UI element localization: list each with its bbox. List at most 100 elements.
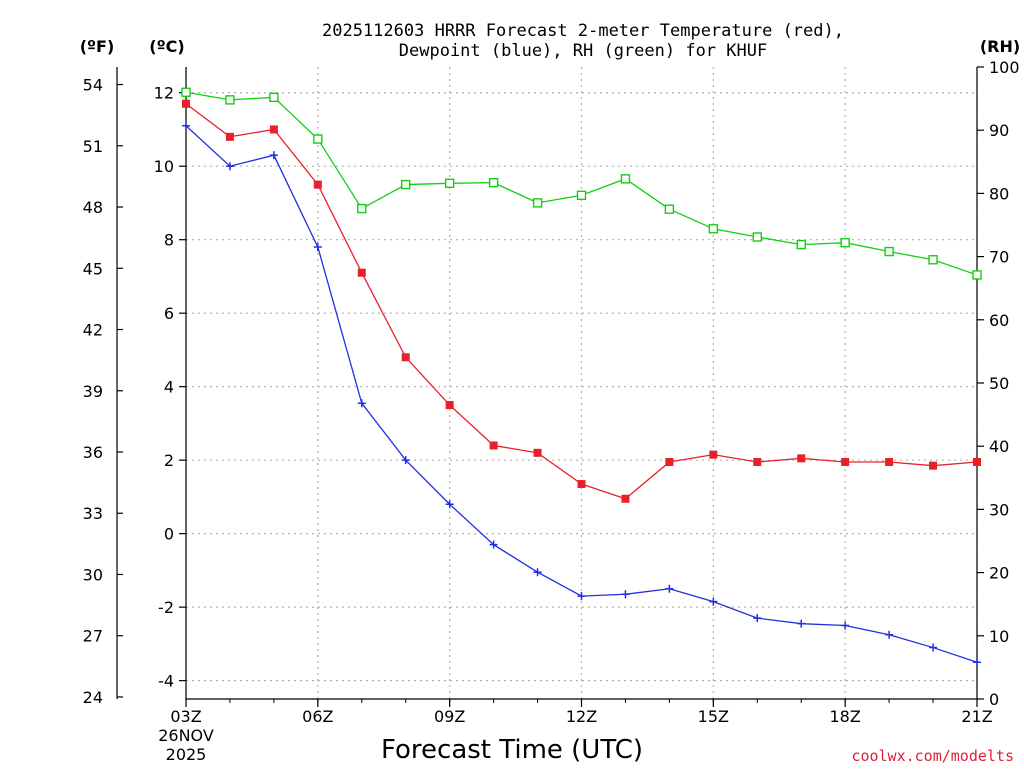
fahrenheit-tick-label: 54: [83, 76, 103, 95]
celsius-tick-label: 12: [154, 84, 174, 103]
dewpoint-point: [841, 621, 850, 630]
dewpoint-point: [489, 540, 498, 549]
rh-axis-unit: (RH): [980, 37, 1020, 56]
celsius-tick-label: -2: [158, 598, 174, 617]
tick-labels: 03Z 06Z 09Z 12Z 15Z 18Z 21Z-4-2024681012242730…: [83, 58, 1020, 726]
temperature-point: [929, 461, 938, 470]
axes: [116, 66, 984, 707]
grid-lines: [185, 67, 978, 699]
rh-point: [840, 237, 850, 248]
fahrenheit-tick-label: 33: [83, 504, 103, 523]
x-axis-label: Forecast Time (UTC): [381, 735, 643, 765]
dewpoint-point: [709, 597, 718, 606]
celsius-tick-label: 6: [164, 304, 174, 323]
temperature-point: [973, 458, 981, 466]
rh-tick-label: 20: [989, 564, 1009, 583]
x-tick-label: 06Z: [302, 707, 333, 726]
dewpoint-point: [621, 590, 630, 599]
x-tick-label: 03Z: [170, 707, 201, 726]
temperature-point: [489, 441, 498, 450]
celsius-axis-unit: (ºC): [149, 37, 184, 56]
x-tick-label: 18Z: [830, 707, 861, 726]
rh-tick-label: 60: [989, 311, 1009, 330]
temperature-point: [577, 480, 586, 489]
temperature-point: [401, 353, 410, 362]
celsius-tick-label: 8: [164, 231, 174, 250]
rh-point: [620, 174, 631, 184]
temperature-point: [709, 450, 718, 459]
dewpoint-point: [753, 614, 762, 623]
x-date-line-1: 26NOV: [158, 726, 214, 745]
rh-tick-label: 100: [989, 58, 1020, 77]
rh-tick-label: 0: [989, 690, 999, 709]
fahrenheit-axis-unit: (ºF): [80, 37, 115, 56]
x-date-line-2: 2025: [166, 745, 207, 764]
rh-point: [488, 177, 499, 188]
temperature-point: [665, 458, 674, 466]
dewpoint-point: [401, 456, 410, 465]
rh-point: [444, 178, 455, 188]
rh-point: [313, 134, 323, 144]
credit-text: coolwx.com/modelts: [851, 747, 1014, 765]
fahrenheit-tick-label: 45: [83, 259, 103, 278]
x-tick-label: 12Z: [566, 707, 597, 726]
fahrenheit-tick-label: 27: [83, 627, 103, 646]
dewpoint-point: [929, 643, 938, 652]
fahrenheit-tick-label: 30: [83, 565, 103, 584]
dewpoint-point: [973, 658, 981, 667]
fahrenheit-tick-label: 42: [83, 321, 103, 340]
rh-point: [928, 255, 938, 265]
temperature-point: [885, 458, 894, 466]
rh-tick-label: 70: [989, 248, 1009, 267]
temperature-point: [753, 458, 762, 466]
temperature-point: [225, 132, 234, 141]
rh-point: [181, 87, 191, 97]
x-tick-label: 09Z: [434, 707, 465, 726]
rh-point: [708, 224, 719, 234]
temperature-point: [797, 454, 806, 463]
temperature-point: [621, 494, 630, 503]
fahrenheit-tick-label: 36: [83, 443, 103, 462]
rh-point: [796, 239, 806, 250]
fahrenheit-tick-label: 51: [83, 137, 103, 156]
rh-tick-label: 10: [989, 627, 1009, 646]
rh-tick-label: 50: [989, 374, 1009, 393]
rh-point: [664, 204, 675, 214]
celsius-tick-label: 4: [164, 378, 174, 397]
celsius-tick-label: -4: [158, 672, 174, 691]
chart-title-line-1: 2025112603 HRRR Forecast 2-meter Tempera…: [322, 21, 844, 41]
rh-point: [972, 270, 982, 280]
rh-point: [532, 198, 543, 208]
x-tick-label: 21Z: [961, 707, 992, 726]
rh-tick-label: 40: [989, 437, 1009, 456]
rh-tick-label: 90: [989, 121, 1009, 140]
fahrenheit-tick-label: 24: [83, 688, 103, 707]
rh-point: [576, 190, 587, 200]
dewpoint-point: [797, 619, 806, 628]
temperature-point: [445, 401, 454, 410]
rh-point: [357, 203, 367, 214]
dewpoint-point: [577, 592, 586, 601]
celsius-tick-label: 0: [164, 525, 174, 544]
celsius-tick-label: 2: [164, 451, 174, 470]
dewpoint-point: [885, 630, 894, 639]
chart-title-line-2: Dewpoint (blue), RH (green) for KHUF: [399, 41, 767, 61]
temperature-point: [357, 268, 366, 277]
rh-point: [884, 246, 894, 257]
rh-point: [225, 95, 235, 105]
dewpoint-point: [313, 243, 322, 252]
rh-point: [401, 179, 411, 190]
dewpoint-point: [445, 500, 454, 509]
fahrenheit-tick-label: 48: [83, 198, 103, 217]
rh-point: [269, 92, 279, 103]
series-layer: [181, 87, 982, 667]
temperature-point: [533, 448, 542, 457]
dewpoint-point: [269, 151, 278, 160]
dewpoint-point: [533, 568, 542, 577]
temperature-point: [182, 99, 190, 108]
temperature-point: [269, 125, 278, 134]
rh-tick-label: 80: [989, 184, 1009, 203]
dewpoint-point: [665, 584, 674, 593]
temperature-point: [313, 180, 322, 189]
